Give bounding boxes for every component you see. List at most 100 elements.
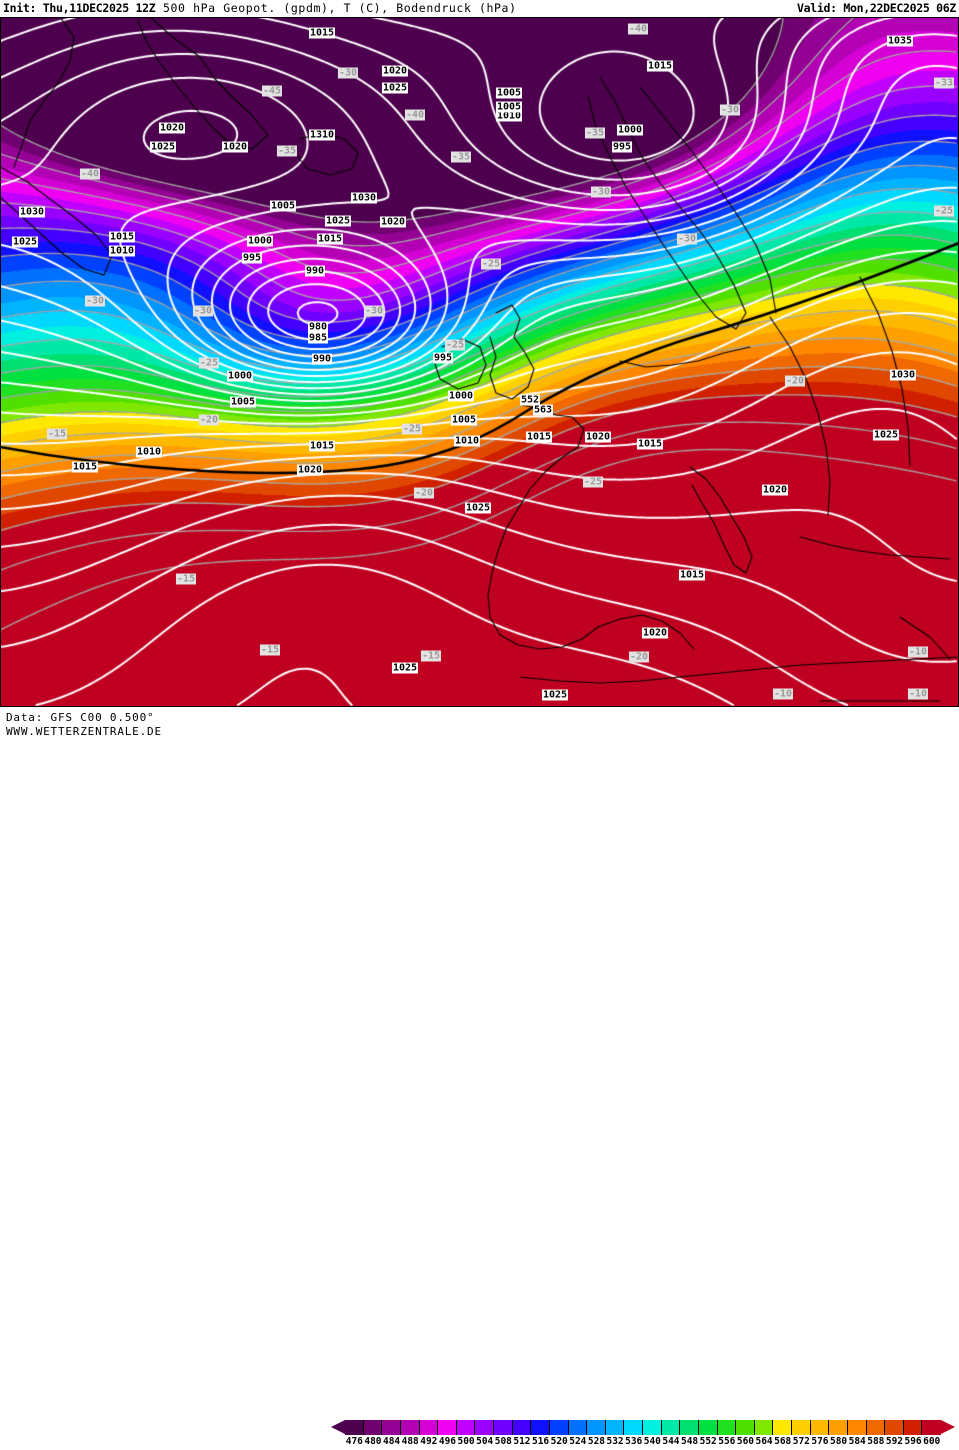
colorbar-cell [345,1420,364,1435]
pressure-contour-label: 980 [307,321,329,333]
pressure-contour-label: 1025 [391,662,419,674]
colorbar-cell [643,1420,662,1435]
temperature-contour-label: -20 [413,487,435,499]
temperature-contour-label: -10 [907,646,929,658]
pressure-contour-label: 1015 [308,27,336,39]
temperature-contour-label: -45 [261,85,283,97]
temperature-contour-label: -20 [198,414,220,426]
colorbar-tick: 600 [923,1436,941,1447]
colorbar-low-arrow [331,1420,345,1434]
colorbar-tick: 524 [569,1436,587,1447]
colorbar-cell [568,1420,588,1435]
temperature-contour-label: -30 [590,186,612,198]
init-time-label: Init: Thu,11DEC2025 12Z [3,1,156,15]
colorbar-tick: 592 [885,1436,904,1447]
colorbar-cell [624,1420,643,1435]
pressure-contour-label: 1005 [495,101,523,113]
pressure-contour-label: 1030 [18,206,46,218]
temperature-contour-label: -30 [84,295,106,307]
colorbar-tick: 484 [382,1436,401,1447]
colorbar-tick: 520 [550,1436,568,1447]
temperature-contour-label: -25 [401,423,423,435]
colorbar-cell [456,1420,476,1435]
pressure-contour-label: 1010 [495,110,523,122]
temperature-contour-label: -20 [628,651,650,663]
pressure-contour-label: 1015 [525,431,553,443]
colorbar-cell [792,1420,811,1435]
temperature-contour-label: -30 [676,233,698,245]
colorbar-cell [363,1420,383,1435]
pressure-contour-label: 1020 [584,431,612,443]
colorbar-tick: 540 [643,1436,661,1447]
pressure-contour-label: 1020 [379,216,407,228]
pressure-contour-label: 995 [611,141,633,153]
pressure-contour-label: 1025 [324,215,352,227]
colorbar-cell [717,1420,737,1435]
geopotential-height-label: 552 [519,394,541,406]
temperature-contour-label: -10 [772,688,794,700]
colorbar-cell [810,1420,830,1435]
colorbar-cell [494,1420,513,1435]
pressure-contour-label: 1020 [641,627,669,639]
colorbar-cell [866,1420,886,1435]
colorbar-high-arrow [941,1420,955,1434]
colorbar-tick: 548 [680,1436,699,1447]
temperature-contour-label: -25 [933,205,955,217]
temperature-contour-label: -15 [259,644,281,656]
pressure-contour-label: 1015 [108,231,136,243]
pressure-contour-label: 1035 [886,35,914,47]
colorbar-cell [475,1420,494,1435]
temperature-contour-label: -35 [584,127,606,139]
chart-footer: Data: GFS C00 0.500° WWW.WETTERZENTRALE.… [0,707,959,1447]
colorbar-cell [531,1420,550,1435]
pressure-contour-label: 1020 [761,484,789,496]
pressure-contour-label: 1000 [246,235,274,247]
weather-map[interactable]: 1015 1015 1035 1020 1025 1005 1010 1005 1000 995 1… [0,17,959,707]
pressure-contour-label: 1000 [447,390,475,402]
temperature-contour-label: -10 [907,688,929,700]
temperature-contour-label: -40 [627,23,649,35]
pressure-contour-label: 995 [432,352,454,364]
colorbar-cell [922,1420,941,1435]
colorbar-tick-labels: 476 480 484 488 492 496 500 504 508 512 516 520 524 5… [331,1436,955,1450]
chart-header: Init: Thu,11DEC2025 12Z 500 hPa Geopot. … [0,0,959,17]
pressure-contour-label: 1030 [350,192,378,204]
pressure-contour-label: 1015 [71,461,99,473]
pressure-contour-label: 985 [307,332,329,344]
colorbar-cell [661,1420,681,1435]
pressure-contour-label: 1000 [226,370,254,382]
colorbar-cell [400,1420,420,1435]
colorbar-cell [438,1420,457,1435]
colorbar-tick: 508 [494,1436,512,1447]
temperature-contour-label: -30 [719,104,741,116]
temperature-contour-label: -15 [175,573,197,585]
data-source-label: Data: GFS C00 0.500° [6,711,155,724]
temperature-contour-label: -25 [444,339,466,351]
temperature-contour-label: -15 [420,650,442,662]
temperature-contour-label: -25 [582,476,604,488]
temperature-contour-label: -30 [337,67,359,79]
temperature-contour-label: -33 [933,77,955,89]
colorbar-tick: 528 [587,1436,606,1447]
pressure-contour-label: 1025 [872,429,900,441]
colorbar-cell [605,1420,625,1435]
colorbar-tick: 496 [438,1436,457,1447]
colorbar-tick: 560 [736,1436,755,1447]
colorbar-cell [382,1420,401,1435]
colorbar-tick: 576 [811,1436,829,1447]
pressure-contour-label: 990 [311,353,333,365]
temperature-contour-label: -35 [450,151,472,163]
colorbar-tick: 500 [457,1436,475,1447]
colorbar-cell [419,1420,439,1435]
pressure-contour-label: 995 [241,252,263,264]
pressure-contour-label: 1020 [221,141,249,153]
valid-time-label: Valid: Mon,22DEC2025 06Z [797,1,956,15]
colorbar-cell [587,1420,606,1435]
pressure-contour-label: 1005 [450,414,478,426]
colorbar-tick: 552 [699,1436,717,1447]
colorbar-tick: 476 [345,1436,363,1447]
colorbar-cell [736,1420,755,1435]
geopotential-height-label: 563 [532,404,554,416]
temperature-contour-label: -25 [480,258,502,270]
